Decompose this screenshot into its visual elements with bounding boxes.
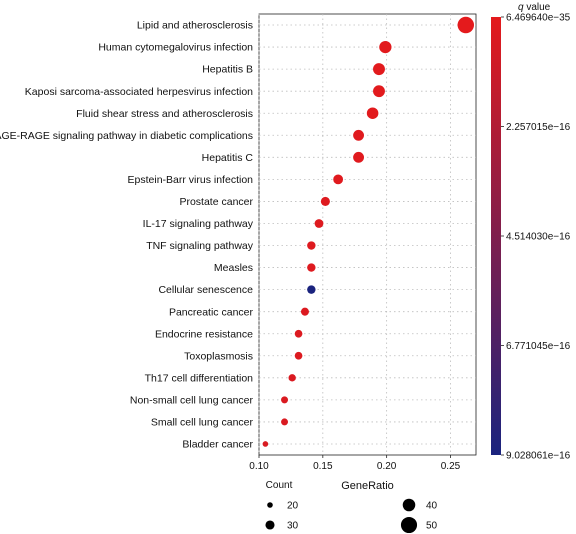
dot-layer [262, 16, 475, 447]
category-labels: Lipid and atherosclerosis Human cytomegal… [0, 20, 254, 451]
data-point [300, 307, 309, 316]
category-label: Cellular senescence [158, 284, 253, 296]
category-label: Measles [214, 262, 253, 274]
size-legend-dot [400, 516, 418, 534]
data-point [281, 418, 289, 426]
category-label: Endocrine resistance [155, 328, 253, 340]
colorbar-gradient [491, 17, 501, 455]
size-legend-label: 40 [426, 501, 438, 512]
data-point [457, 16, 475, 34]
category-label: Pancreatic cancer [169, 306, 254, 318]
data-point [281, 396, 289, 404]
x-axis-ticks: 0.10 0.15 0.20 0.25 [249, 455, 461, 472]
size-legend-label: 30 [287, 521, 299, 532]
category-label: TNF signaling pathway [146, 240, 254, 252]
data-point [294, 329, 303, 338]
size-legend-title: Count [266, 480, 293, 491]
count-size-legend: Count 20 30 40 50 [265, 480, 438, 534]
data-point [307, 285, 316, 294]
category-label: Th17 cell differentiation [145, 372, 254, 384]
x-tick-label: 0.15 [313, 461, 333, 472]
data-point [294, 351, 303, 360]
data-point [373, 85, 385, 98]
plot-frame [258, 13, 477, 456]
colorbar-tick-label: 2.257015e−16 [506, 122, 571, 133]
x-tick-label: 0.10 [249, 461, 269, 472]
category-label: Bladder cancer [182, 439, 253, 451]
category-label: Toxoplasmosis [184, 350, 253, 362]
category-label: Epstein-Barr virus infection [128, 174, 254, 186]
size-legend-dot [267, 502, 273, 508]
x-axis-title: GeneRatio [341, 480, 394, 492]
colorbar-tick-label: 6.469640e−35 [506, 13, 571, 24]
grid-layer [258, 14, 476, 455]
colorbar-tick-label: 6.771045e−16 [506, 341, 571, 352]
category-label: Non-small cell lung cancer [130, 394, 254, 406]
data-point [320, 196, 330, 206]
data-point [288, 374, 296, 382]
category-label: IL-17 signaling pathway [143, 218, 254, 230]
size-legend-label: 50 [426, 521, 438, 532]
category-label: Lipid and atherosclerosis [137, 20, 253, 32]
size-legend-dot [402, 498, 416, 512]
category-label: AGE-RAGE signaling pathway in diabetic c… [0, 130, 253, 142]
colorbar-title: q value [518, 2, 551, 13]
category-label: Human cytomegalovirus infection [98, 42, 253, 54]
data-point [333, 174, 344, 185]
category-label: Prostate cancer [179, 196, 253, 208]
data-point [379, 40, 392, 54]
data-point [366, 107, 379, 119]
size-legend-label: 20 [287, 501, 299, 512]
data-point [262, 441, 269, 447]
category-label: Hepatitis B [202, 64, 253, 76]
data-point [353, 129, 364, 141]
colorbar-title-value: value [524, 2, 551, 13]
colorbar-legend: q value 6.469640e−35 2.257015e−16 4.514030… [491, 2, 571, 462]
colorbar-tick-label: 4.514030e−16 [506, 232, 571, 243]
data-point [373, 63, 385, 76]
category-label: Hepatitis C [202, 152, 254, 164]
category-label: Kaposi sarcoma-associated herpesvirus in… [25, 86, 253, 98]
size-legend-dot [265, 520, 275, 530]
x-tick-label: 0.20 [377, 461, 397, 472]
data-point [314, 219, 324, 228]
category-label: Fluid shear stress and atherosclerosis [76, 108, 253, 120]
data-point [353, 151, 364, 163]
data-point [307, 263, 316, 272]
data-point [307, 241, 316, 250]
x-tick-label: 0.25 [441, 461, 461, 472]
colorbar-tick-label: 9.028061e−16 [506, 451, 571, 462]
category-label: Small cell lung cancer [151, 417, 254, 429]
colorbar-title-q: q [518, 2, 524, 13]
